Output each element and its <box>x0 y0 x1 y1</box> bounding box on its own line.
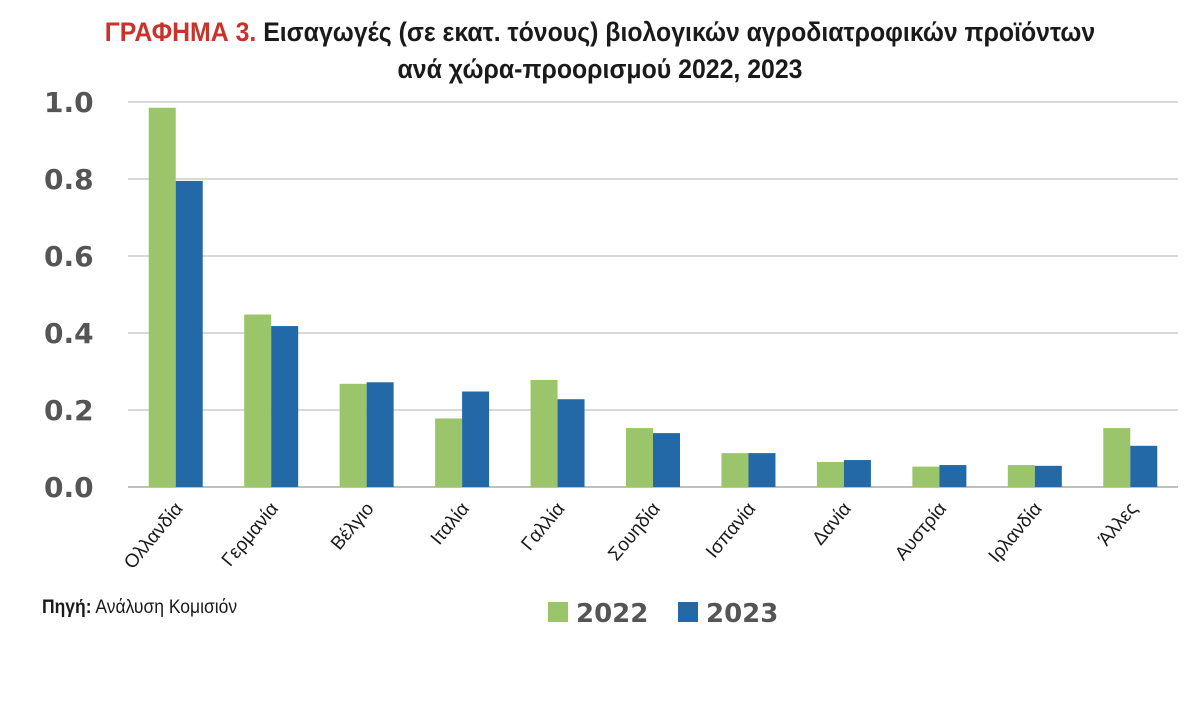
gridlines <box>128 101 1178 488</box>
bar-2023-7 <box>748 453 776 487</box>
bar-2022-9 <box>912 466 940 487</box>
source-note: Πηγή: Ανάλυση Κομισιόν <box>42 597 237 619</box>
legend-label-2023: 2023 <box>706 599 778 629</box>
x-tick-label: Ισπανία <box>702 499 760 563</box>
bar-2022-10 <box>1007 465 1035 487</box>
x-axis-labels: Ολλανδία Γερμανία Βέλγιο Ιταλία Γαλλία Σουηδί… <box>120 499 1142 574</box>
bars <box>148 107 1158 488</box>
x-tick-label: Ιταλία <box>427 499 474 549</box>
source-text: Ανάλυση Κομισιόν <box>95 597 238 618</box>
x-tick-label: Σουηδία <box>604 499 664 565</box>
bar-2023-10 <box>1034 465 1062 487</box>
chart-title-prefix: ΓΡΑΦΗΜΑ 3. <box>104 17 257 47</box>
bar-2022-7 <box>721 453 749 487</box>
x-tick-label: Βέλγιο <box>327 499 378 555</box>
x-tick-label: Δανία <box>809 499 856 550</box>
bar-2023-1 <box>175 180 203 488</box>
legend-swatch-2023 <box>678 602 698 622</box>
x-tick-label: Ολλανδία <box>120 499 187 574</box>
bar-2023-4 <box>462 391 490 487</box>
y-tick-label: 0.0 <box>44 471 94 504</box>
x-tick-label: Αυστρία <box>891 499 951 565</box>
bar-2023-2 <box>271 326 299 487</box>
legend: 2022 2023 <box>548 599 778 629</box>
bar-2023-5 <box>557 399 585 487</box>
bar-2022-2 <box>244 314 272 487</box>
bar-2022-6 <box>626 428 653 487</box>
legend-swatch-2022 <box>548 602 568 622</box>
legend-label-2022: 2022 <box>576 599 648 629</box>
bar-2023-9 <box>939 465 967 487</box>
y-tick-label: 0.2 <box>44 394 94 427</box>
y-tick-label: 1.0 <box>44 86 94 119</box>
x-tick-label: Άλλες <box>1094 499 1142 550</box>
y-tick-label: 0.8 <box>44 163 94 196</box>
chart-title-text: Εισαγωγές (σε εκατ. τόνους) βιολογικών α… <box>263 17 1096 47</box>
y-tick-label: 0.4 <box>44 317 94 350</box>
x-tick-label: Γαλλία <box>518 499 570 555</box>
bar-2022-3 <box>339 383 367 487</box>
bar-2022-4 <box>435 418 463 487</box>
bar-2022-1 <box>148 107 176 488</box>
chart-title-line2: ανά χώρα-προορισμού 2022, 2023 <box>397 54 803 84</box>
chart-title: ΓΡΑΦΗΜΑ 3. Εισαγωγές (σε εκατ. τόνους) β… <box>48 14 1152 88</box>
y-tick-label: 0.6 <box>44 240 94 273</box>
y-axis-ticks: 0.0 0.2 0.4 0.6 0.8 1.0 <box>44 86 94 504</box>
source-label: Πηγή: <box>42 597 92 618</box>
x-tick-label: Ιρλανδία <box>985 499 1047 567</box>
bar-2023-11 <box>1130 445 1158 487</box>
bar-2023-6 <box>653 433 680 487</box>
bar-2023-8 <box>843 460 871 487</box>
bar-2022-8 <box>816 461 844 487</box>
bar-2022-11 <box>1103 428 1131 487</box>
bar-2022-5 <box>530 379 558 487</box>
bar-2023-3 <box>366 382 394 487</box>
x-tick-label: Γερμανία <box>218 499 283 571</box>
chart-title-line1: ΓΡΑΦΗΜΑ 3. Εισαγωγές (σε εκατ. τόνους) β… <box>48 14 1152 51</box>
